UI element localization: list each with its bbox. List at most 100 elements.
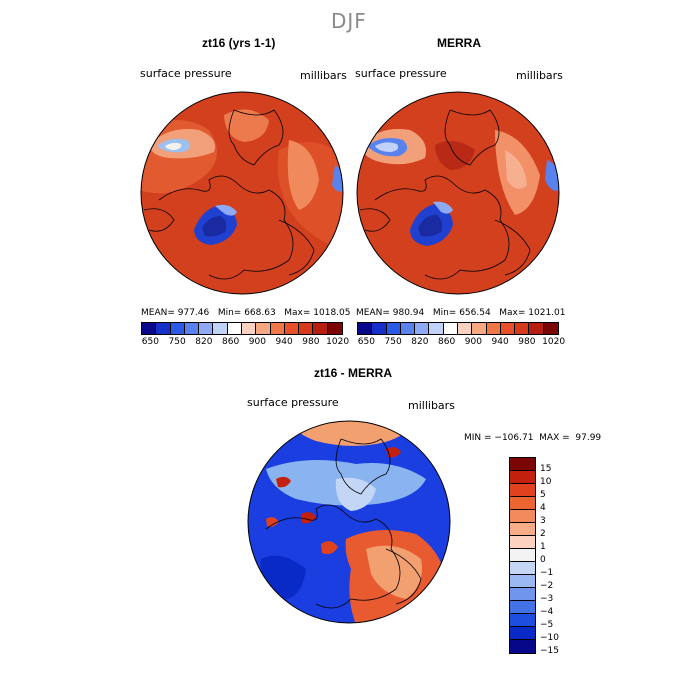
diff-panel-title: zt16 - MERRA	[314, 366, 393, 380]
diff-colorbar-swatch	[510, 627, 535, 640]
colorbar-swatch	[241, 323, 257, 334]
left-panel-title: zt16 (yrs 1-1)	[202, 36, 276, 50]
colorbar-swatch	[358, 323, 373, 334]
colorbar-swatch	[213, 323, 228, 334]
colorbar-swatch	[515, 323, 530, 334]
diff-scatter-red-3	[321, 541, 338, 555]
diff-colorbar-swatch	[510, 640, 535, 653]
diff-colorbar-tick-label: 0	[540, 555, 546, 565]
colorbar-swatch	[500, 323, 516, 334]
diff-colorbar-tick-label: −4	[540, 607, 554, 617]
colorbar-swatch	[156, 323, 171, 334]
diff-colorbar-tick-label: −10	[540, 633, 559, 643]
diff-colorbar-tick-label: 5	[540, 490, 546, 500]
right-colorbar-ticks: 650 750 820 860 900 940 980 1020	[353, 337, 567, 347]
diff-field-label: surface pressure	[247, 396, 339, 409]
diff-scatter-red-1	[276, 476, 291, 488]
diff-colorbar-swatch	[510, 458, 535, 471]
colorbar-tick-label: 900	[464, 337, 482, 347]
diff-colorbar-tick-label: 2	[540, 529, 546, 539]
colorbar-swatch	[184, 323, 200, 334]
left-field-label: surface pressure	[140, 67, 232, 80]
diff-polar-map	[247, 420, 451, 624]
diff-colorbar-swatch	[510, 614, 535, 627]
diff-minmax: MIN = −106.71 MAX = 97.99	[464, 433, 602, 443]
diff-scatter-red-4	[386, 447, 401, 458]
right-coastline-3	[494, 219, 531, 276]
right-coastline	[374, 175, 510, 280]
right-map-border	[356, 91, 560, 295]
colorbar-tick-label: 940	[275, 337, 293, 347]
right-tibet-core	[375, 142, 399, 152]
colorbar-swatch	[313, 323, 328, 334]
figure-title: DJF	[331, 9, 367, 33]
diff-colorbar-swatch	[510, 510, 535, 523]
right-greenland-edge	[433, 201, 453, 214]
colorbar-swatch	[199, 323, 214, 334]
colorbar-tick-label: 650	[141, 337, 159, 347]
diff-units-label: millibars	[408, 399, 455, 412]
diff-colorbar-tick-label: −1	[540, 568, 554, 578]
diff-colorbar-swatch	[510, 601, 535, 614]
diff-colorbar-tick-label: −15	[540, 646, 559, 656]
colorbar-tick-label: 860	[438, 337, 456, 347]
colorbar-swatch	[299, 323, 314, 334]
diff-colorbar-tick-label: 10	[540, 477, 552, 487]
diff-scatter-red-5	[266, 517, 279, 527]
diff-colorbar-tick-label: 1	[540, 542, 546, 552]
diff-colorbar-swatch	[510, 471, 535, 484]
right-coastline-2	[444, 109, 500, 166]
colorbar-swatch	[429, 323, 444, 334]
colorbar-swatch	[170, 323, 185, 334]
diff-colorbar-swatch	[510, 497, 535, 510]
colorbar-swatch	[256, 323, 271, 334]
diff-colorbar-swatch	[510, 588, 535, 601]
colorbar-swatch	[386, 323, 401, 334]
colorbar-swatch	[400, 323, 416, 334]
left-rockies-region	[287, 140, 319, 210]
diff-map-border	[247, 420, 451, 624]
left-tibet-core	[165, 142, 182, 150]
diff-coastline-2	[335, 438, 391, 495]
diff-colorbar-swatch	[510, 562, 535, 575]
left-coastline-2	[228, 109, 284, 166]
left-units-label: millibars	[300, 69, 347, 82]
colorbar-tick-label: 1020	[542, 337, 566, 347]
colorbar-swatch	[443, 323, 458, 334]
colorbar-swatch	[529, 323, 544, 334]
right-colorbar	[357, 322, 559, 335]
colorbar-tick-label: 650	[357, 337, 375, 347]
left-stats: MEAN= 977.46 Min= 668.63 Max= 1018.05	[141, 308, 351, 318]
colorbar-tick-label: 980	[302, 337, 320, 347]
colorbar-swatch	[486, 323, 501, 334]
colorbar-tick-label: 750	[168, 337, 186, 347]
left-coastline	[158, 175, 294, 280]
colorbar-swatch	[543, 323, 558, 334]
colorbar-tick-label: 820	[411, 337, 429, 347]
diff-colorbar-tick-label: 4	[540, 503, 546, 513]
colorbar-swatch	[284, 323, 300, 334]
right-field-label: surface pressure	[355, 67, 447, 80]
diff-colorbar	[509, 457, 536, 654]
left-coastline-3	[278, 219, 315, 276]
diff-coastline	[265, 504, 401, 609]
colorbar-tick-label: 1020	[326, 337, 350, 347]
diff-colorbar-tick-label: 3	[540, 516, 546, 526]
left-polar-map	[140, 91, 344, 295]
colorbar-swatch	[457, 323, 473, 334]
diff-colorbar-tick-label: −3	[540, 594, 554, 604]
colorbar-swatch	[327, 323, 342, 334]
diff-positive-light	[366, 545, 422, 599]
colorbar-tick-label: 820	[195, 337, 213, 347]
right-polar-map	[356, 91, 560, 295]
left-greenland-core	[202, 216, 227, 237]
diff-colorbar-ticks: 15 10 5 4 3 2 1 0 −1 −2 −3 −4 −5 −10 −15	[540, 457, 580, 657]
colorbar-swatch	[227, 323, 242, 334]
colorbar-swatch	[270, 323, 285, 334]
left-colorbar-ticks: 650 750 820 860 900 940 980 1020	[137, 337, 351, 347]
right-coastline-4	[359, 208, 391, 232]
diff-colorbar-swatch	[510, 484, 535, 497]
left-siberia-high	[224, 109, 269, 142]
right-panel-title: MERRA	[437, 36, 481, 50]
diff-colorbar-swatch	[510, 536, 535, 549]
